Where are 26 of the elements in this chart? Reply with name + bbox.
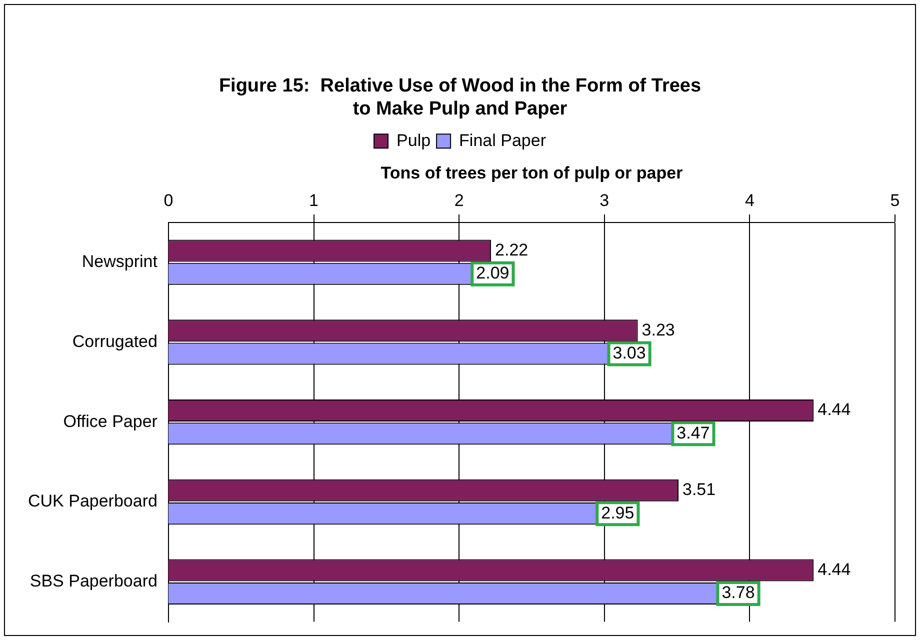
y-tick-label: Corrugated — [72, 332, 158, 351]
x-tick-label: 2 — [454, 190, 464, 210]
y-tick-label: SBS Paperboard — [30, 572, 158, 591]
y-tick-label: Office Paper — [63, 412, 158, 431]
data-label: 3.03 — [612, 343, 646, 362]
legend-label: Final Paper — [459, 130, 546, 150]
data-label: 3.23 — [642, 320, 675, 340]
text: Figure 15: Relative Use of Wood in the Form of Trees — [218, 76, 702, 97]
x-tick-label: 3 — [600, 190, 610, 210]
legend-label: Pulp — [396, 130, 431, 150]
x-tick-label: 4 — [744, 190, 754, 210]
y-tick-label: Newsprint — [82, 252, 158, 272]
x-axis-title: Tons of trees per ton of pulp or paper — [380, 163, 684, 182]
data-label: 3.47 — [676, 423, 710, 442]
x-tick-label: 0 — [164, 190, 174, 210]
data-label: 3.51 — [682, 480, 716, 500]
x-tick-label: 1 — [309, 190, 318, 210]
data-label: 4.44 — [818, 400, 851, 420]
x-tick-label: 5 — [890, 190, 900, 210]
text: to Make Pulp and Paper — [352, 98, 568, 120]
data-label: 2.09 — [476, 264, 510, 283]
data-label: 2.22 — [495, 240, 528, 260]
data-label: 3.78 — [722, 583, 755, 602]
y-tick-label: CUK Paperboard — [28, 492, 158, 511]
data-label: 2.95 — [601, 503, 634, 522]
data-label: 4.44 — [818, 560, 851, 579]
